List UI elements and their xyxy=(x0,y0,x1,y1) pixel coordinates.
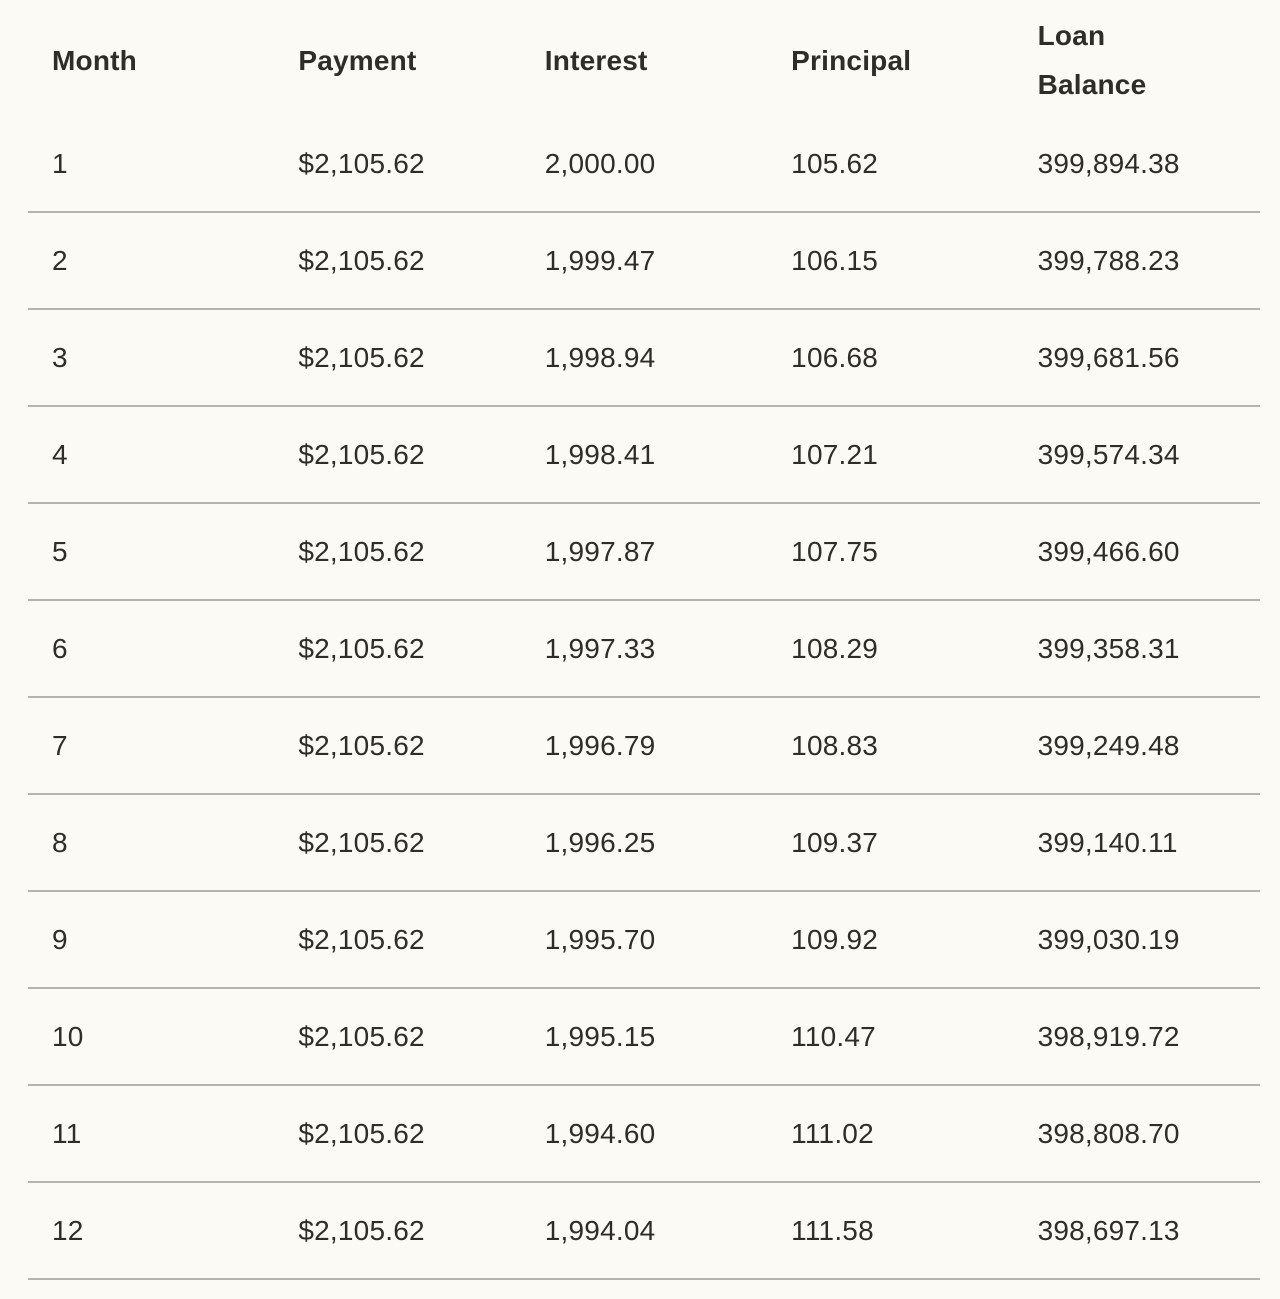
cell-month: 5 xyxy=(52,535,68,567)
cell-payment: $2,105.62 xyxy=(298,1020,425,1052)
cell-loan-balance: 398,919.72 xyxy=(1037,1020,1180,1052)
cell-interest: 1,995.70 xyxy=(544,923,656,955)
cell-payment: $2,105.62 xyxy=(298,632,425,664)
cell-principal: 108.29 xyxy=(791,632,879,664)
cell-month: 12 xyxy=(52,1214,84,1246)
cell-payment: $2,105.62 xyxy=(298,1117,425,1149)
cell-loan-balance: 399,574.34 xyxy=(1037,438,1180,470)
cell-interest: 1,998.94 xyxy=(544,341,656,373)
cell-month: 11 xyxy=(52,1117,82,1149)
cell-interest: 1,995.15 xyxy=(544,1020,656,1052)
table-row: 6 $2,105.62 1,997.33 108.29 399,358.31 xyxy=(28,600,1260,697)
column-header-interest: Interest xyxy=(544,44,648,76)
cell-month: 1 xyxy=(52,147,68,179)
table-row: 5 $2,105.62 1,997.87 107.75 399,466.60 xyxy=(28,503,1260,600)
cell-interest: 1,994.04 xyxy=(544,1214,656,1246)
amortization-table: Month Payment Interest Principal Loan Ba… xyxy=(28,4,1260,1280)
cell-loan-balance: 398,697.13 xyxy=(1037,1214,1180,1246)
cell-principal: 108.83 xyxy=(791,729,879,761)
cell-payment: $2,105.62 xyxy=(298,923,425,955)
cell-loan-balance: 399,681.56 xyxy=(1037,341,1180,373)
table-row: 2 $2,105.62 1,999.47 106.15 399,788.23 xyxy=(28,212,1260,309)
cell-principal: 107.75 xyxy=(791,535,879,567)
cell-interest: 1,996.79 xyxy=(544,729,656,761)
table-row: 4 $2,105.62 1,998.41 107.21 399,574.34 xyxy=(28,406,1260,503)
cell-payment: $2,105.62 xyxy=(298,244,425,276)
cell-payment: $2,105.62 xyxy=(298,729,425,761)
cell-payment: $2,105.62 xyxy=(298,535,425,567)
cell-month: 9 xyxy=(52,923,68,955)
cell-principal: 105.62 xyxy=(791,147,879,179)
cell-loan-balance: 399,249.48 xyxy=(1037,729,1180,761)
cell-payment: $2,105.62 xyxy=(298,438,425,470)
table-body: 1 $2,105.62 2,000.00 105.62 399,894.38 2… xyxy=(28,116,1260,1279)
cell-principal: 106.15 xyxy=(791,244,879,276)
cell-month: 3 xyxy=(52,341,68,373)
cell-month: 2 xyxy=(52,244,68,276)
cell-principal: 107.21 xyxy=(791,438,879,470)
cell-loan-balance: 398,808.70 xyxy=(1037,1117,1180,1149)
cell-interest: 2,000.00 xyxy=(544,147,656,179)
cell-loan-balance: 399,140.11 xyxy=(1037,826,1178,858)
cell-principal: 106.68 xyxy=(791,341,879,373)
cell-principal: 111.58 xyxy=(791,1214,874,1246)
cell-loan-balance: 399,358.31 xyxy=(1037,632,1180,664)
cell-payment: $2,105.62 xyxy=(298,341,425,373)
column-header-principal: Principal xyxy=(791,44,912,76)
cell-principal: 111.02 xyxy=(791,1117,874,1149)
cell-principal: 109.37 xyxy=(791,826,879,858)
cell-principal: 110.47 xyxy=(791,1020,876,1052)
cell-loan-balance: 399,466.60 xyxy=(1037,535,1180,567)
table-row: 11 $2,105.62 1,994.60 111.02 398,808.70 xyxy=(28,1085,1260,1182)
cell-payment: $2,105.62 xyxy=(298,1214,425,1246)
cell-loan-balance: 399,894.38 xyxy=(1037,147,1180,179)
cell-payment: $2,105.62 xyxy=(298,147,425,179)
table-row: 7 $2,105.62 1,996.79 108.83 399,249.48 xyxy=(28,697,1260,794)
cell-interest: 1,997.33 xyxy=(544,632,656,664)
cell-month: 6 xyxy=(52,632,68,664)
table-row: 12 $2,105.62 1,994.04 111.58 398,697.13 xyxy=(28,1182,1260,1279)
column-header-month: Month xyxy=(52,44,137,76)
table-header-row: Month Payment Interest Principal Loan Ba… xyxy=(28,4,1260,116)
table-header: Month Payment Interest Principal Loan Ba… xyxy=(28,4,1260,116)
cell-interest: 1,997.87 xyxy=(544,535,656,567)
cell-loan-balance: 399,788.23 xyxy=(1037,244,1180,276)
table-row: 9 $2,105.62 1,995.70 109.92 399,030.19 xyxy=(28,891,1260,988)
cell-principal: 109.92 xyxy=(791,923,879,955)
cell-payment: $2,105.62 xyxy=(298,826,425,858)
table-row: 8 $2,105.62 1,996.25 109.37 399,140.11 xyxy=(28,794,1260,891)
cell-loan-balance: 399,030.19 xyxy=(1037,923,1180,955)
cell-month: 4 xyxy=(52,438,68,470)
column-header-payment: Payment xyxy=(298,44,417,76)
cell-interest: 1,994.60 xyxy=(544,1117,656,1149)
column-header-loan-balance: Loan Balance xyxy=(1037,20,1147,100)
cell-month: 8 xyxy=(52,826,68,858)
cell-month: 10 xyxy=(52,1020,84,1052)
table-row: 3 $2,105.62 1,998.94 106.68 399,681.56 xyxy=(28,309,1260,406)
cell-interest: 1,999.47 xyxy=(544,244,656,276)
cell-month: 7 xyxy=(52,729,68,761)
cell-interest: 1,996.25 xyxy=(544,826,656,858)
table-row: 10 $2,105.62 1,995.15 110.47 398,919.72 xyxy=(28,988,1260,1085)
cell-interest: 1,998.41 xyxy=(544,438,656,470)
table-row: 1 $2,105.62 2,000.00 105.62 399,894.38 xyxy=(28,116,1260,212)
